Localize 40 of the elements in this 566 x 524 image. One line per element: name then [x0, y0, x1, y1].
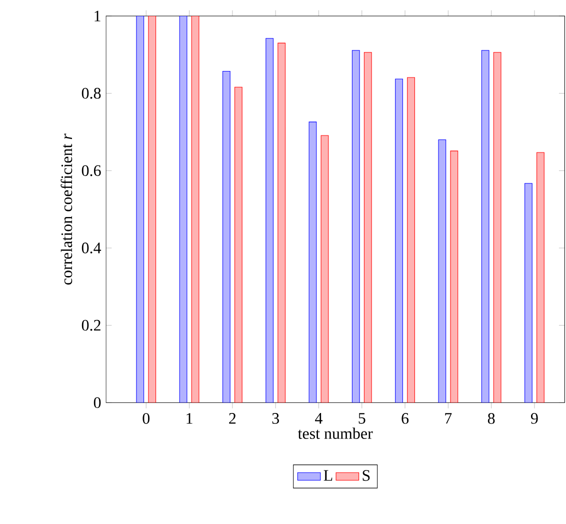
- bar: [136, 16, 144, 403]
- bar: [278, 42, 286, 403]
- y-tick-label: 0.8: [82, 88, 101, 99]
- bar: [407, 77, 415, 403]
- bar: [450, 150, 458, 403]
- bar: [364, 52, 372, 403]
- bar: [438, 139, 446, 403]
- bar: [481, 50, 490, 403]
- x-tick-label: 0: [142, 413, 150, 424]
- bar: [320, 135, 329, 403]
- x-tick-label: 2: [229, 413, 236, 424]
- x-tick-label: 6: [402, 413, 409, 424]
- x-axis-title: test number: [298, 428, 373, 439]
- x-tick-label: 3: [272, 413, 279, 424]
- x-tick-label: 9: [530, 413, 538, 424]
- bar: [308, 122, 317, 403]
- y-tick-label: 0: [94, 397, 101, 408]
- bar: [493, 52, 502, 403]
- y-tick-label: 1: [94, 10, 100, 22]
- bar: [266, 38, 274, 403]
- x-tick-label: 7: [445, 413, 452, 424]
- bar: [148, 16, 156, 403]
- bar: [191, 16, 200, 403]
- bar: [222, 71, 230, 403]
- x-tick-label: 4: [315, 413, 322, 424]
- bar: [395, 78, 403, 403]
- y-tick-label: 0.4: [82, 242, 102, 254]
- x-tick-label: 8: [488, 413, 495, 424]
- bar: [234, 86, 242, 403]
- y-tick-label: 0.6: [82, 165, 101, 176]
- x-tick-label: 5: [358, 413, 366, 424]
- bar: [352, 50, 360, 403]
- legend-label: S: [362, 470, 370, 481]
- y-tick-label: 0.2: [82, 320, 100, 331]
- bar: [179, 16, 188, 403]
- x-tick-label: 1: [186, 413, 192, 424]
- y-axis-title: correlation coefficient r: [60, 133, 72, 285]
- bar: [536, 152, 544, 403]
- bar: [524, 183, 532, 403]
- legend-label: L: [324, 470, 332, 481]
